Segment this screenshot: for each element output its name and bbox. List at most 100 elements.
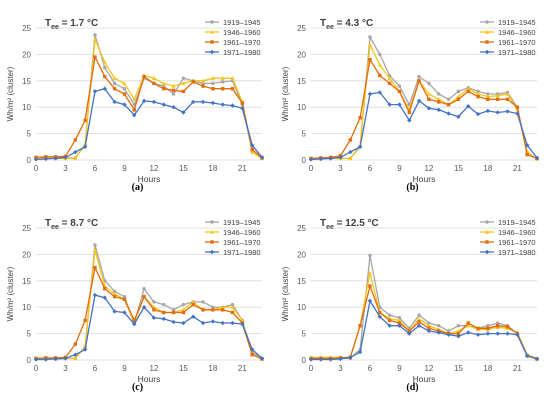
data-point [33,157,39,162]
x-tick-label: 21 [238,164,247,173]
data-point [495,97,500,101]
data-point [348,156,353,161]
data-point [348,138,353,142]
chart-d-svg: 0 5 10 15 20 25 0 3 6 9 12 15 18 21 Hours Wh/m² (cluste… [281,218,540,384]
legend-marker [210,220,214,224]
data-point [73,138,78,142]
data-point [367,270,372,275]
panel-caption-d: (d) [406,382,419,393]
y-tick-label: 5 [27,330,32,339]
data-point [525,153,529,157]
data-point [93,55,97,59]
data-point [387,323,392,328]
data-point [446,97,451,101]
x-axis-label: Hours [413,374,436,384]
data-point [476,94,480,99]
data-point [122,297,127,301]
legend-label: 1961–1970 [498,38,536,47]
data-point [397,321,402,325]
data-point [259,356,265,361]
data-point [200,320,206,326]
x-tick-label: 9 [397,364,402,373]
data-point [191,99,196,105]
data-point [122,310,127,315]
y-tick-label: 20 [297,50,306,59]
data-point [485,108,491,114]
legend-label: 1961–1970 [223,38,261,47]
title-value: = 4.3 °C [334,18,373,29]
title-value: = 12.5 °C [334,218,379,229]
legend-marker [210,29,214,34]
title-symbol: T [320,218,326,229]
x-tick-label: 12 [424,164,433,173]
y-tick-label: 25 [297,24,306,33]
data-point [162,310,166,315]
legend-marker [485,240,489,244]
data-point [200,99,206,105]
data-point [417,79,421,83]
legend-label: 1971–1980 [498,48,536,57]
data-point [348,149,353,155]
data-point [387,318,392,323]
data-point [368,284,372,288]
y-tick-label: 25 [22,224,31,233]
data-point [417,320,421,324]
data-point [397,323,402,328]
data-point [181,110,186,115]
data-point [151,76,156,80]
y-axis-label: Wh/m² (cluster) [6,66,15,121]
data-point [230,103,235,108]
data-point [53,156,58,161]
data-point [426,91,431,96]
data-point [367,42,372,47]
x-tick-label: 3 [338,164,343,173]
data-point [397,89,402,94]
title-symbol: T [45,18,51,29]
data-point [83,318,87,323]
y-tick-label: 15 [297,277,306,286]
data-point [397,84,402,88]
x-tick-label: 18 [483,164,492,173]
data-point [338,155,343,160]
data-point [63,356,68,361]
data-point [152,308,156,312]
data-point [466,321,470,325]
x-tick-label: 0 [309,164,314,173]
data-point [112,81,117,86]
data-point [33,357,39,362]
data-point [377,314,382,319]
data-point [220,305,225,309]
data-point [93,265,97,270]
data-point [505,325,510,329]
data-point [407,329,411,333]
data-point [102,295,107,300]
data-point [230,320,235,326]
data-point [495,323,500,328]
y-tick-label: 5 [27,130,32,139]
data-point [437,92,441,96]
data-point [122,294,127,299]
x-tick-label: 6 [368,364,373,373]
data-point [417,74,421,79]
data-point [122,87,127,91]
data-point [132,97,137,101]
data-point [308,357,314,362]
data-point [358,116,362,120]
data-point [43,156,49,162]
data-point [387,81,392,86]
panel-caption-b: (b) [406,182,419,193]
data-point [102,60,107,65]
data-point [132,108,136,112]
data-point [112,99,117,105]
data-point [427,326,431,331]
data-point [112,291,117,296]
data-point [181,307,186,312]
data-point [426,328,432,334]
data-point [171,88,176,93]
legend-label: 1919–1945 [498,218,536,227]
data-point [378,310,382,315]
x-tick-label: 18 [483,364,492,373]
data-point [485,331,491,336]
data-point [368,35,372,39]
panel-caption-a: (a) [131,182,144,193]
